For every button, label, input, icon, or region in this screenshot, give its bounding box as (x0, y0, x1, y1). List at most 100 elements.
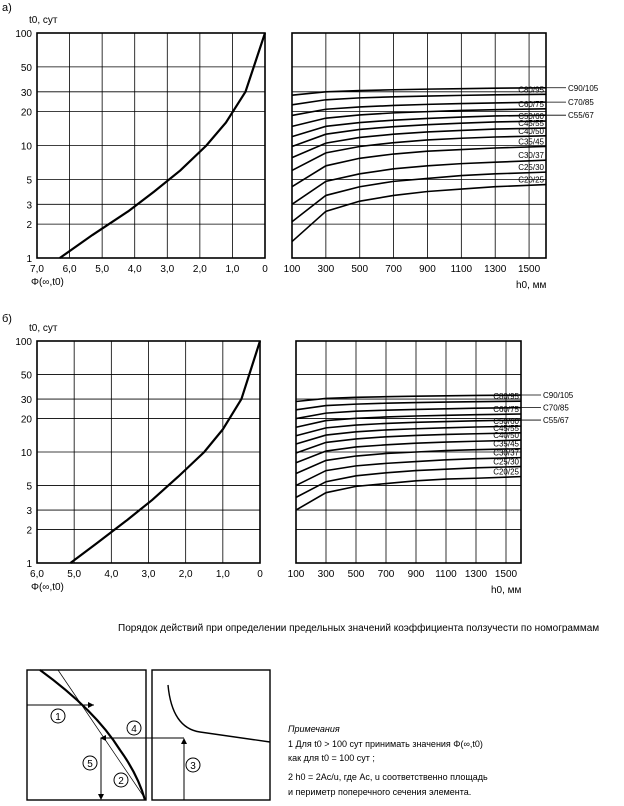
series-label: C60/75 (493, 405, 519, 414)
series-line (291, 93, 547, 106)
x-axis-label: Φ(∞,t0) (31, 582, 64, 593)
series-label: C35/45 (518, 137, 544, 146)
x-tick-label: 300 (318, 264, 335, 275)
sketch-right-frame (151, 669, 271, 801)
x-tick-label: 6,0 (30, 569, 44, 580)
creep-curve (59, 32, 267, 259)
x-tick-label: 7,0 (30, 264, 44, 275)
y-tick-label: 3 (26, 506, 32, 517)
x-tick-label: 700 (385, 264, 402, 275)
plot-frame (36, 32, 266, 259)
plot-frame (36, 340, 261, 564)
series-label: C80/95 (518, 85, 544, 94)
series-line (295, 447, 522, 475)
series-line (291, 145, 547, 188)
x-tick-label: 900 (419, 264, 436, 275)
series-line (291, 134, 547, 172)
y-tick-label: 50 (21, 63, 33, 74)
series-label: C30/37 (518, 151, 544, 160)
series-line (291, 101, 547, 117)
series-label: C35/45 (493, 440, 519, 449)
step-marker (50, 708, 66, 724)
series-line (291, 107, 547, 128)
y-axis-label: t0, сут (29, 15, 58, 26)
series-label: C45/55 (493, 424, 519, 433)
step-marker (113, 772, 129, 788)
x-tick-label: 2,0 (179, 569, 193, 580)
y-tick-label: 10 (21, 142, 33, 153)
x-tick-label: 3,0 (160, 264, 174, 275)
y-tick-label: 3 (26, 200, 32, 211)
x-tick-label: 4,0 (104, 569, 118, 580)
x-tick-label: 1500 (518, 264, 541, 275)
series-line (295, 406, 522, 420)
y-tick-label: 100 (15, 29, 32, 40)
step-number: 2 (118, 776, 124, 787)
series-line (295, 394, 522, 403)
series-label: C70/85 (568, 98, 594, 107)
x-axis-label: h0, мм (516, 280, 547, 291)
sketch-arrowhead-5 (98, 794, 104, 800)
procedure-caption: Порядок действий при определении предель… (118, 623, 600, 634)
series-line (295, 456, 522, 487)
y-tick-label: 2 (26, 220, 32, 231)
series-label: C45/55 (518, 119, 544, 128)
creep-curve (69, 340, 262, 564)
y-tick-label: 30 (21, 88, 33, 99)
series-label: C40/50 (493, 431, 519, 440)
notes-line-2: как для t0 = 100 сут ; (288, 753, 375, 763)
y-tick-label: 20 (21, 415, 33, 426)
notes-title: Примечания (288, 724, 340, 734)
series-line (291, 127, 547, 159)
step-marker (126, 720, 142, 736)
x-tick-label: 4,0 (128, 264, 142, 275)
x-tick-label: 1100 (435, 569, 457, 580)
series-line (291, 120, 547, 148)
series-label: C30/37 (493, 449, 519, 458)
series-line (291, 183, 547, 243)
sketch-h0-curve (167, 684, 271, 743)
panel-b-label: б) (2, 313, 12, 325)
y-tick-label: 1 (26, 254, 32, 265)
x-tick-label: 1300 (465, 569, 488, 580)
series-label: C70/85 (543, 404, 569, 413)
step-number: 1 (55, 712, 61, 723)
x-tick-label: 2,0 (193, 264, 207, 275)
sketch-arrowhead-1 (88, 702, 94, 708)
x-tick-label: 6,0 (63, 264, 77, 275)
step-marker (185, 757, 201, 773)
y-tick-label: 10 (21, 448, 33, 459)
series-label: C25/30 (493, 458, 519, 467)
plot-frame (295, 340, 522, 564)
step-number: 5 (87, 759, 93, 770)
series-line (295, 400, 522, 411)
x-tick-label: 0 (257, 569, 263, 580)
x-axis-label: Φ(∞,t0) (31, 277, 64, 288)
x-tick-label: 100 (284, 264, 301, 275)
series-label: C40/50 (518, 127, 544, 136)
notes-line-4: и периметр поперечного сечения элемента. (288, 787, 472, 797)
series-line (295, 439, 522, 464)
series-label: C50/60 (493, 417, 519, 426)
x-tick-label: 500 (348, 569, 365, 580)
y-axis-label: t0, сут (29, 323, 58, 334)
notes-line-3: 2 h0 = 2Ac/u, где Ac, u соответственно п… (288, 772, 488, 782)
series-line (291, 86, 547, 96)
y-tick-label: 2 (26, 526, 32, 537)
x-tick-label: 3,0 (142, 569, 156, 580)
series-label: C20/25 (518, 176, 544, 185)
panel-a-label: а) (2, 2, 12, 14)
x-tick-label: 300 (318, 569, 335, 580)
series-line (295, 465, 522, 499)
step-number: 4 (131, 724, 137, 735)
series-line (291, 171, 547, 223)
series-label: C90/105 (568, 84, 599, 93)
sketch-tangent-line (57, 669, 147, 801)
series-label: C50/60 (518, 112, 544, 121)
plot-frame (291, 32, 547, 259)
sketch-arrowhead-4 (100, 735, 106, 741)
series-line (295, 425, 522, 445)
series-label: C55/67 (543, 416, 569, 425)
x-tick-label: 1,0 (216, 569, 230, 580)
